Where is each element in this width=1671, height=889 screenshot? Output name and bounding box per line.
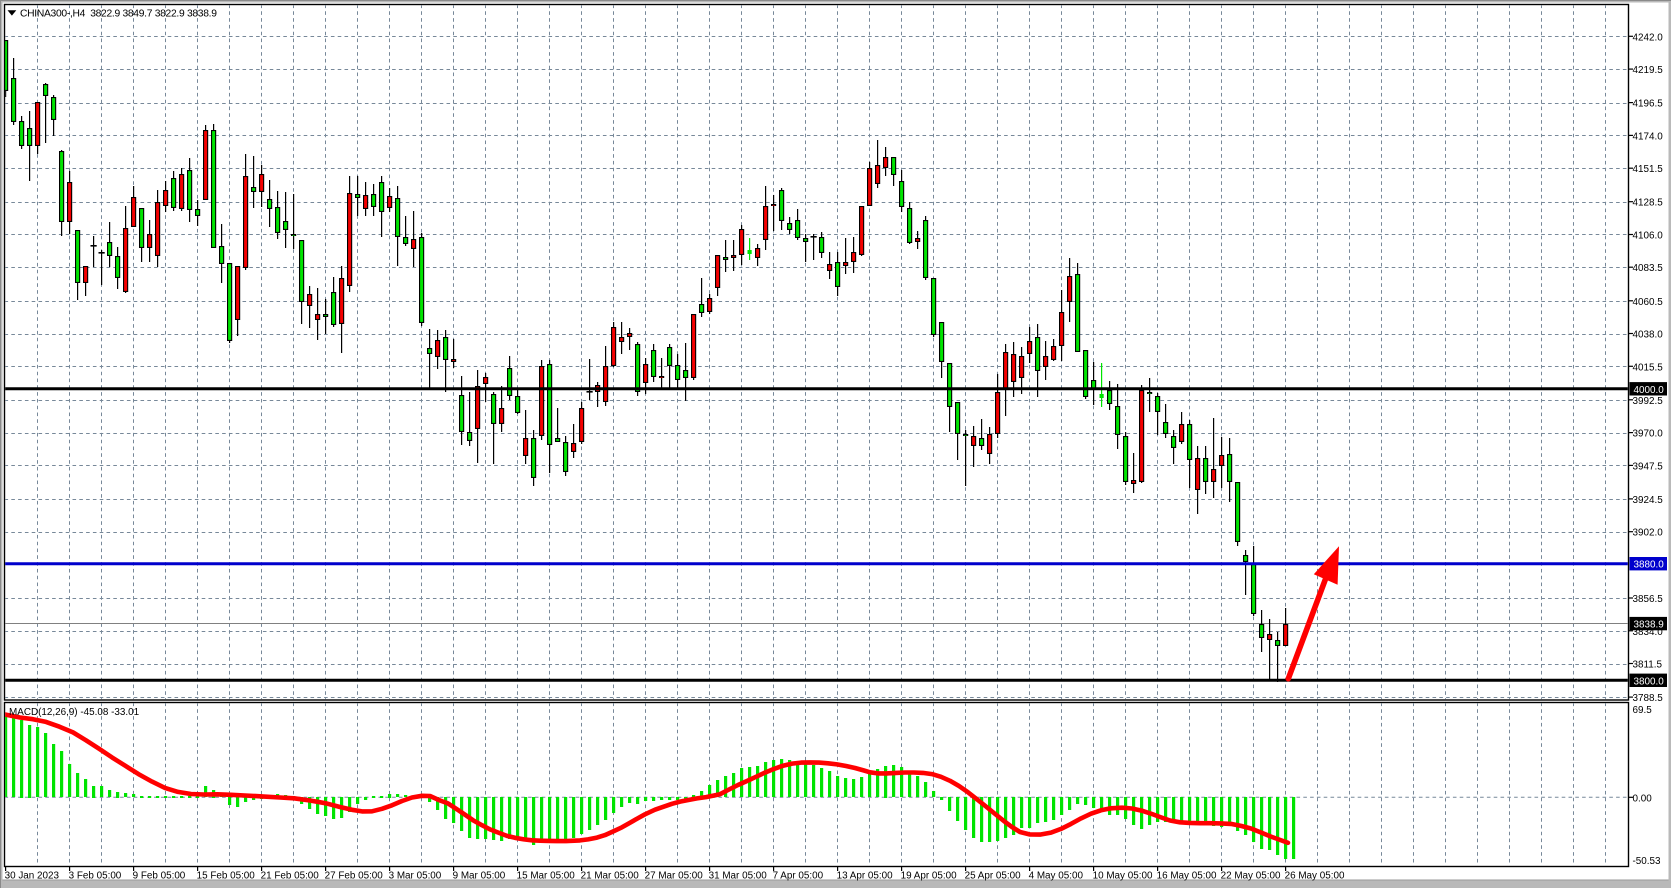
svg-text:4015.5: 4015.5 bbox=[1633, 362, 1664, 373]
svg-text:4060.5: 4060.5 bbox=[1633, 297, 1664, 308]
svg-text:0.00: 0.00 bbox=[1633, 793, 1653, 804]
svg-text:13 Apr 05:00: 13 Apr 05:00 bbox=[837, 871, 894, 882]
svg-text:CHINA300-,H4 3822.9 3849.7 38: CHINA300-,H4 3822.9 3849.7 3822.9 3838.9 bbox=[20, 9, 217, 20]
svg-text:16 May 05:00: 16 May 05:00 bbox=[1157, 871, 1217, 882]
svg-text:3880.0: 3880.0 bbox=[1634, 560, 1665, 571]
svg-text:3992.5: 3992.5 bbox=[1633, 396, 1664, 407]
svg-text:19 Apr 05:00: 19 Apr 05:00 bbox=[901, 871, 958, 882]
svg-text:21 Feb 05:00: 21 Feb 05:00 bbox=[261, 871, 320, 882]
svg-text:10 May 05:00: 10 May 05:00 bbox=[1093, 871, 1153, 882]
svg-text:3800.0: 3800.0 bbox=[1634, 676, 1665, 687]
svg-text:4106.0: 4106.0 bbox=[1633, 231, 1664, 242]
svg-text:4 May 05:00: 4 May 05:00 bbox=[1029, 871, 1084, 882]
svg-text:25 Apr 05:00: 25 Apr 05:00 bbox=[965, 871, 1022, 882]
svg-text:4151.5: 4151.5 bbox=[1633, 164, 1664, 175]
svg-text:3788.5: 3788.5 bbox=[1633, 693, 1664, 704]
svg-text:9 Feb 05:00: 9 Feb 05:00 bbox=[133, 871, 186, 882]
svg-text:3902.0: 3902.0 bbox=[1633, 528, 1664, 539]
svg-text:9 Mar 05:00: 9 Mar 05:00 bbox=[453, 871, 506, 882]
svg-text:4038.0: 4038.0 bbox=[1633, 330, 1664, 341]
svg-text:3947.5: 3947.5 bbox=[1633, 461, 1664, 472]
svg-text:3 Mar 05:00: 3 Mar 05:00 bbox=[389, 871, 442, 882]
svg-text:3 Feb 05:00: 3 Feb 05:00 bbox=[69, 871, 122, 882]
svg-text:MACD(12,26,9) -45.08 -33.01: MACD(12,26,9) -45.08 -33.01 bbox=[9, 707, 140, 718]
svg-text:27 Mar 05:00: 27 Mar 05:00 bbox=[645, 871, 704, 882]
svg-text:31 Mar 05:00: 31 Mar 05:00 bbox=[709, 871, 768, 882]
svg-text:3924.5: 3924.5 bbox=[1633, 495, 1664, 506]
svg-text:3811.5: 3811.5 bbox=[1633, 660, 1663, 671]
svg-text:4219.5: 4219.5 bbox=[1633, 65, 1664, 76]
svg-text:3856.5: 3856.5 bbox=[1633, 594, 1664, 605]
svg-text:22 May 05:00: 22 May 05:00 bbox=[1221, 871, 1281, 882]
svg-text:27 Feb 05:00: 27 Feb 05:00 bbox=[325, 871, 384, 882]
svg-text:4174.0: 4174.0 bbox=[1633, 131, 1664, 142]
svg-text:7 Apr 05:00: 7 Apr 05:00 bbox=[773, 871, 824, 882]
svg-text:3834.0: 3834.0 bbox=[1633, 627, 1664, 638]
svg-text:26 May 05:00: 26 May 05:00 bbox=[1285, 871, 1345, 882]
svg-text:30 Jan 2023: 30 Jan 2023 bbox=[5, 871, 60, 882]
svg-text:4196.5: 4196.5 bbox=[1633, 99, 1664, 110]
svg-text:3838.9: 3838.9 bbox=[1634, 620, 1665, 631]
svg-text:21 Mar 05:00: 21 Mar 05:00 bbox=[581, 871, 640, 882]
svg-text:15 Mar 05:00: 15 Mar 05:00 bbox=[517, 871, 576, 882]
svg-text:4000.0: 4000.0 bbox=[1634, 385, 1665, 396]
svg-text:4242.0: 4242.0 bbox=[1633, 32, 1664, 43]
svg-text:3970.0: 3970.0 bbox=[1633, 429, 1664, 440]
svg-text:15 Feb 05:00: 15 Feb 05:00 bbox=[197, 871, 256, 882]
svg-text:4128.5: 4128.5 bbox=[1633, 198, 1664, 209]
svg-text:-50.53: -50.53 bbox=[1633, 856, 1662, 867]
svg-text:4083.5: 4083.5 bbox=[1633, 263, 1664, 274]
svg-text:69.5: 69.5 bbox=[1633, 705, 1653, 716]
